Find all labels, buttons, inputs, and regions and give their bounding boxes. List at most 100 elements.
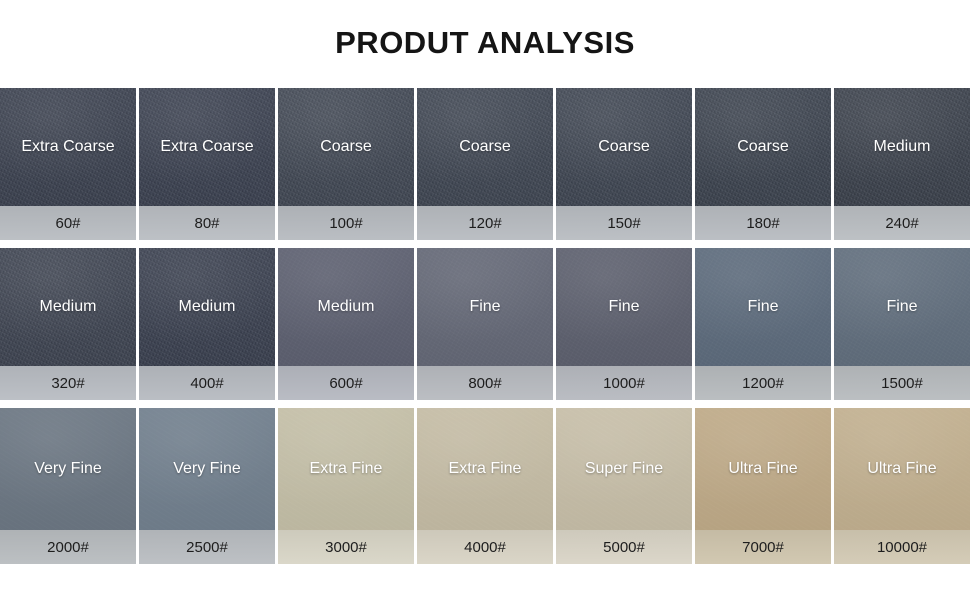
grit-swatch-cell[interactable]: Super Fine 5000# [556,408,692,564]
grit-value-bar: 80# [139,206,275,240]
swatch-surface: Coarse [695,88,831,206]
grit-value-bar: 240# [834,206,970,240]
grit-swatch-cell[interactable]: Fine 1000# [556,248,692,400]
swatch-grade-label: Super Fine [584,460,664,477]
swatch-grade-label: Extra Fine [448,460,522,477]
swatch-grade-label: Fine [469,298,501,315]
swatch-grade-label: Coarse [598,138,650,155]
grit-value-bar: 10000# [834,530,970,564]
grit-value-label: 60# [55,214,81,232]
grit-swatch-cell[interactable]: Fine 1200# [695,248,831,400]
grit-value-label: 180# [746,214,780,232]
swatch-surface: Medium [139,248,275,366]
grit-swatch-cell[interactable]: Fine 1500# [834,248,970,400]
swatch-grade-label: Medium [178,298,236,315]
grit-value-bar: 150# [556,206,692,240]
grit-swatch-cell[interactable]: Very Fine 2500# [139,408,275,564]
swatch-surface: Very Fine [139,408,275,530]
grit-value-bar: 100# [278,206,414,240]
swatch-grade-label: Ultra Fine [867,460,937,477]
grit-value-bar: 1500# [834,366,970,400]
grit-value-bar: 600# [278,366,414,400]
page-title: PRODUT ANALYSIS [335,24,635,60]
grit-swatch-cell[interactable]: Coarse 120# [417,88,553,240]
swatch-surface: Fine [695,248,831,366]
grit-value-label: 7000# [742,538,784,556]
swatch-surface: Extra Coarse [0,88,136,206]
grit-value-bar: 4000# [417,530,553,564]
grit-swatch-cell[interactable]: Very Fine 2000# [0,408,136,564]
swatch-surface: Ultra Fine [695,408,831,530]
swatch-grade-label: Extra Coarse [21,138,115,155]
swatch-grade-label: Medium [39,298,97,315]
grit-value-bar: 1000# [556,366,692,400]
grit-value-bar: 7000# [695,530,831,564]
grit-swatch-cell[interactable]: Medium 240# [834,88,970,240]
grit-swatch-cell[interactable]: Medium 320# [0,248,136,400]
grit-value-label: 2000# [47,538,89,556]
swatch-grade-label: Coarse [320,138,372,155]
grit-value-label: 3000# [325,538,367,556]
grit-value-label: 2500# [186,538,228,556]
swatch-grade-label: Fine [886,298,918,315]
grit-value-label: 600# [329,374,363,392]
swatch-grade-label: Medium [317,298,375,315]
swatch-grade-label: Coarse [737,138,789,155]
grit-value-label: 1500# [881,374,923,392]
grit-value-bar: 60# [0,206,136,240]
grit-value-bar: 5000# [556,530,692,564]
grit-value-label: 80# [194,214,220,232]
grit-value-bar: 180# [695,206,831,240]
grit-value-bar: 320# [0,366,136,400]
grit-value-bar: 800# [417,366,553,400]
grit-swatch-cell[interactable]: Extra Coarse 80# [139,88,275,240]
grit-swatch-cell[interactable]: Medium 600# [278,248,414,400]
grit-value-label: 1000# [603,374,645,392]
grit-swatch-cell[interactable]: Medium 400# [139,248,275,400]
swatch-surface: Fine [556,248,692,366]
footer-whitespace [0,564,970,600]
grit-swatch-grid: Extra Coarse 60# Extra Coarse 80# Coarse 100#… [0,88,970,564]
grit-swatch-cell[interactable]: Ultra Fine 10000# [834,408,970,564]
grit-value-bar: 2000# [0,530,136,564]
grit-value-label: 4000# [464,538,506,556]
swatch-grade-label: Very Fine [173,460,241,477]
grit-value-label: 1200# [742,374,784,392]
swatch-surface: Very Fine [0,408,136,530]
swatch-surface: Extra Fine [278,408,414,530]
grit-value-label: 800# [468,374,502,392]
grit-swatch-cell[interactable]: Coarse 150# [556,88,692,240]
swatch-grade-label: Medium [873,138,931,155]
swatch-surface: Medium [834,88,970,206]
swatch-surface: Ultra Fine [834,408,970,530]
grit-swatch-cell[interactable]: Ultra Fine 7000# [695,408,831,564]
swatch-surface: Medium [278,248,414,366]
grit-value-label: 100# [329,214,363,232]
grit-swatch-cell[interactable]: Fine 800# [417,248,553,400]
swatch-grade-label: Extra Coarse [160,138,254,155]
grit-swatch-cell[interactable]: Extra Fine 3000# [278,408,414,564]
grit-value-label: 150# [607,214,641,232]
swatch-surface: Extra Fine [417,408,553,530]
grit-row-3: Very Fine 2000# Very Fine 2500# Extra Fine 30… [0,408,970,564]
swatch-surface: Fine [834,248,970,366]
grit-row-1: Extra Coarse 60# Extra Coarse 80# Coarse 100#… [0,88,970,240]
swatch-grade-label: Ultra Fine [728,460,798,477]
grit-value-bar: 120# [417,206,553,240]
grit-row-2: Medium 320# Medium 400# Medium 600# Fine 800# Fi… [0,248,970,400]
swatch-grade-label: Coarse [459,138,511,155]
grit-value-label: 10000# [876,538,928,556]
grit-value-label: 320# [51,374,85,392]
grit-swatch-cell[interactable]: Extra Fine 4000# [417,408,553,564]
grit-swatch-cell[interactable]: Coarse 100# [278,88,414,240]
swatch-surface: Coarse [556,88,692,206]
grit-value-label: 240# [885,214,919,232]
grit-swatch-cell[interactable]: Coarse 180# [695,88,831,240]
swatch-grade-label: Very Fine [34,460,102,477]
title-bar: PRODUT ANALYSIS [0,0,970,88]
grit-swatch-cell[interactable]: Extra Coarse 60# [0,88,136,240]
swatch-surface: Coarse [278,88,414,206]
grit-value-bar: 3000# [278,530,414,564]
swatch-grade-label: Fine [747,298,779,315]
